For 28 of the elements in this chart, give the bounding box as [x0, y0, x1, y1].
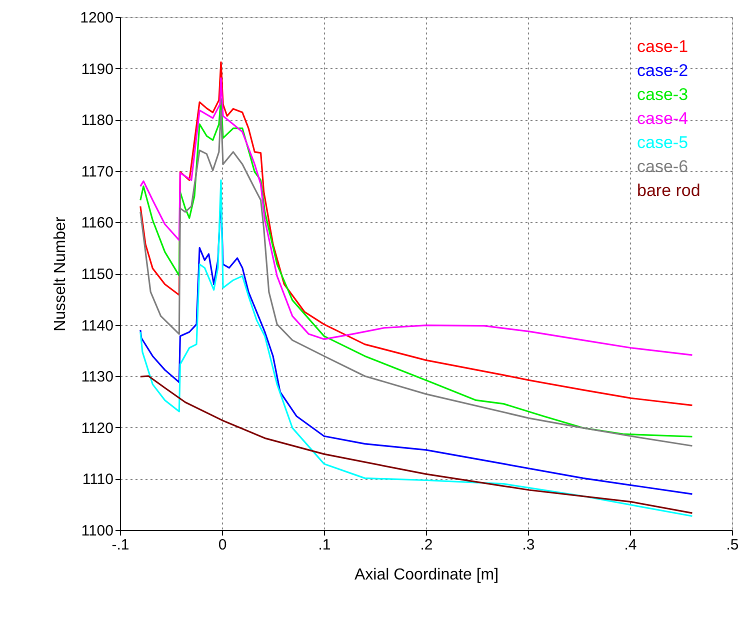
x-tick-label: -.1: [112, 536, 130, 554]
text: case-1: [637, 37, 688, 56]
line-series: [140, 375, 694, 514]
x-tick-label: .2: [420, 536, 433, 554]
x-tick-label: .3: [522, 536, 535, 554]
x-tick-label: .5: [726, 536, 739, 554]
text: case-5: [637, 133, 688, 152]
text: case-6: [637, 157, 688, 176]
text: case-4: [637, 109, 688, 128]
y-tick-label: 1150: [81, 266, 114, 283]
y-tick-label: 1190: [81, 60, 114, 78]
x-tick-label: .1: [318, 536, 331, 554]
y-tick-label: 1200: [80, 10, 114, 26]
y-tick-label: 1160: [81, 214, 114, 232]
y-tick-label: 1180: [81, 112, 114, 130]
text: case-3: [637, 85, 688, 104]
y-tick-label: 1110: [82, 471, 114, 488]
y-tick-label: 1140: [81, 317, 114, 334]
y-axis-title: Nusselt Number: [52, 216, 70, 332]
text: case-2: [637, 61, 688, 80]
y-tick-label: 1100: [81, 522, 114, 540]
y-tick-label: 1120: [81, 420, 114, 437]
y-tick-label: 1130: [81, 368, 114, 386]
y-tick-label: 1170: [81, 163, 114, 180]
x-tick-label: .4: [624, 536, 637, 554]
text: bare rod: [637, 181, 700, 200]
x-tick-label: 0: [218, 536, 227, 554]
x-axis-title: Axial Coordinate [m]: [354, 566, 499, 584]
